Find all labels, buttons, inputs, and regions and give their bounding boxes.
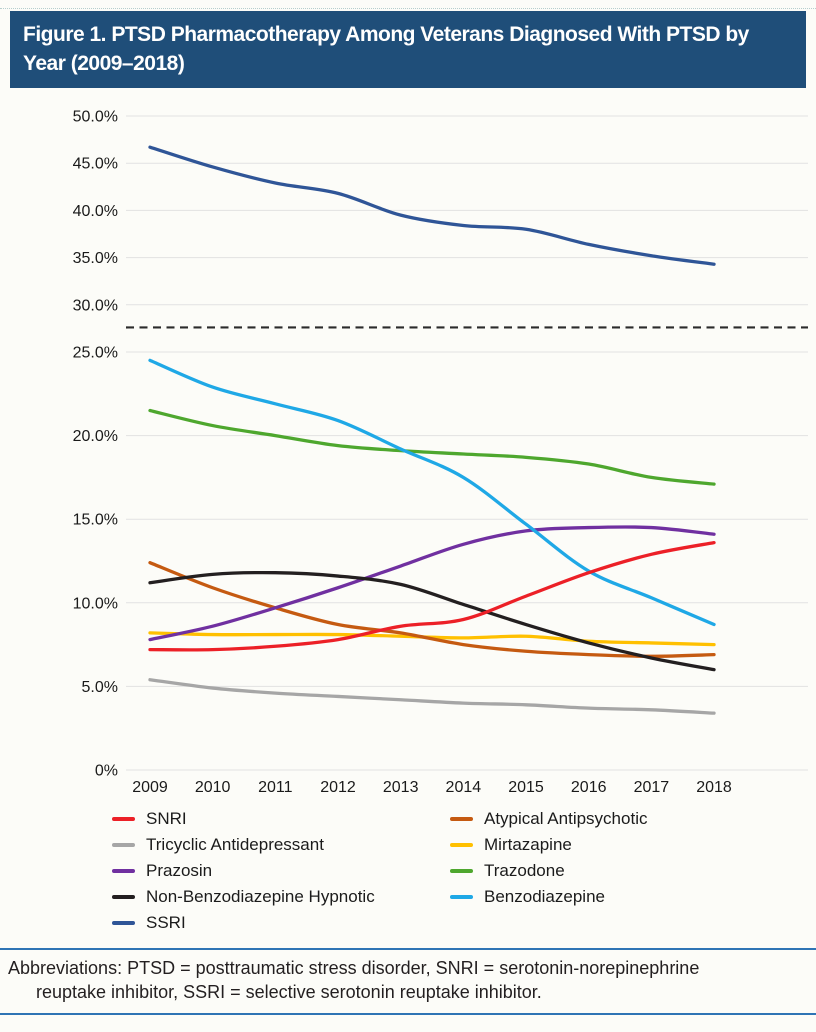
x-tick-label-2011: 2011 [258, 779, 293, 796]
legend-item-prazosin: Prazosin [112, 858, 450, 884]
figure-title-bar: Figure 1. PTSD Pharmacotherapy Among Vet… [10, 11, 806, 88]
figure-title-line2: Year (2009–2018) [23, 52, 185, 75]
y-tick-label-20: 20.0% [73, 428, 118, 445]
series-line-benzodiazepine [148, 358, 716, 627]
legend-swatch-prazosin [112, 869, 135, 873]
legend-label-snri: SNRI [146, 809, 187, 828]
x-tick-label-2009: 2009 [132, 779, 168, 796]
series-line-tricyclic-antidepressant [148, 678, 716, 715]
y-tick-label-15: 15.0% [73, 512, 118, 529]
legend-item-trazodone: Trazodone [450, 858, 816, 884]
legend-item-tricyclic-antidepressant: Tricyclic Antidepressant [112, 832, 450, 858]
y-tick-label-50: 50.0% [73, 109, 118, 126]
x-tick-label-2012: 2012 [320, 779, 356, 796]
chart-legend: SNRI Atypical Antipsychotic Tricyclic Anti… [112, 806, 816, 936]
y-tick-label-30: 30.0% [73, 297, 118, 314]
legend-item-benzodiazepine: Benzodiazepine [450, 884, 816, 910]
legend-swatch-tricyclic-antidepressant [112, 843, 135, 847]
top-dotted-rule [0, 8, 816, 9]
legend-item-snri: SNRI [112, 806, 450, 832]
legend-item-ssri: SSRI [112, 910, 450, 936]
legend-swatch-ssri [112, 921, 135, 925]
legend-label-atypical-antipsychotic: Atypical Antipsychotic [484, 809, 648, 828]
y-tick-label-40: 40.0% [73, 203, 118, 220]
legend-swatch-benzodiazepine [450, 895, 473, 899]
x-tick-label-2016: 2016 [571, 779, 607, 796]
legend-label-trazodone: Trazodone [484, 861, 565, 880]
legend-item-atypical-antipsychotic: Atypical Antipsychotic [450, 806, 816, 832]
x-tick-label-2018: 2018 [696, 779, 732, 796]
legend-label-non-benzodiazepine-hypnotic: Non-Benzodiazepine Hypnotic [146, 887, 375, 906]
series-line-trazodone [148, 408, 716, 486]
series-line-prazosin [148, 525, 716, 642]
legend-label-tricyclic-antidepressant: Tricyclic Antidepressant [146, 835, 324, 854]
y-tick-label-5: 5.0% [82, 679, 118, 696]
legend-item-non-benzodiazepine-hypnotic: Non-Benzodiazepine Hypnotic [112, 884, 450, 910]
x-tick-label-2017: 2017 [634, 779, 670, 796]
y-tick-label-0: 0% [95, 763, 118, 780]
legend-swatch-trazodone [450, 869, 473, 873]
x-tick-label-2015: 2015 [508, 779, 544, 796]
legend-swatch-mirtazapine [450, 843, 473, 847]
figure-title-line1: Figure 1. PTSD Pharmacotherapy Among Vet… [23, 23, 749, 46]
legend-item-mirtazapine: Mirtazapine [450, 832, 816, 858]
abbreviations-footer: Abbreviations: PTSD = posttraumatic stre… [0, 948, 816, 1015]
legend-swatch-non-benzodiazepine-hypnotic [112, 895, 135, 899]
legend-label-mirtazapine: Mirtazapine [484, 835, 572, 854]
series-line-ssri [148, 145, 716, 266]
abbreviations-text: Abbreviations: PTSD = posttraumatic stre… [8, 958, 700, 1002]
legend-swatch-snri [112, 817, 135, 821]
y-tick-label-25: 25.0% [73, 345, 118, 362]
x-tick-label-2013: 2013 [383, 779, 419, 796]
x-tick-label-2014: 2014 [446, 779, 482, 796]
legend-label-ssri: SSRI [146, 913, 186, 932]
series-line-snri [148, 540, 716, 652]
series-line-non-benzodiazepine-hypnotic [148, 570, 716, 672]
legend-swatch-atypical-antipsychotic [450, 817, 473, 821]
series-line-atypical-antipsychotic [148, 561, 716, 658]
y-tick-label-45: 45.0% [73, 156, 118, 173]
y-tick-label-10: 10.0% [73, 595, 118, 612]
legend-label-benzodiazepine: Benzodiazepine [484, 887, 605, 906]
y-tick-label-35: 35.0% [73, 250, 118, 267]
ptsd-pharmacotherapy-line-chart: 50.0% 45.0% 40.0% 35.0% 30.0% 25.0% 20.0% 15.0%… [73, 109, 808, 796]
legend-label-prazosin: Prazosin [146, 861, 213, 880]
x-tick-label-2010: 2010 [195, 779, 231, 796]
